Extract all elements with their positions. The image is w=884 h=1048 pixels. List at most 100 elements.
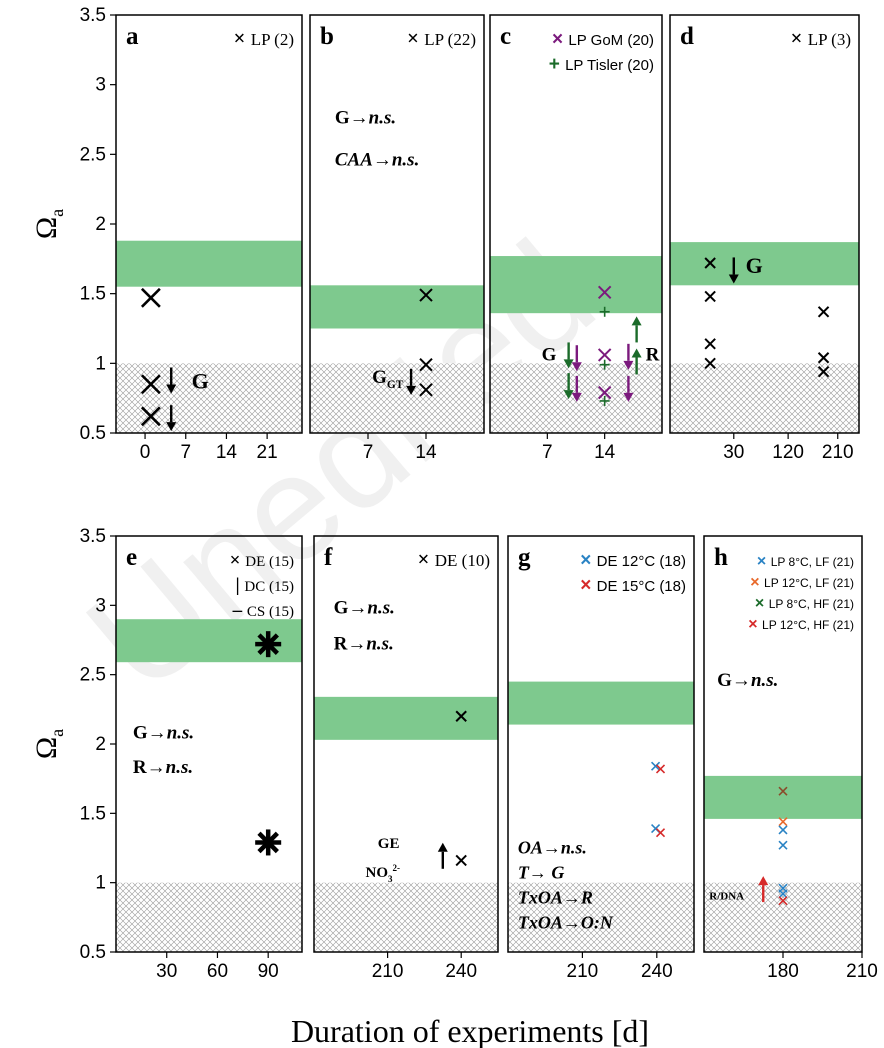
panel-f: 210 240 f × DE (10) G→n.s. R→n.s. GE NO32-: [313, 535, 499, 982]
trend-arrow: [571, 345, 582, 372]
data-point: [650, 761, 661, 771]
data-point: [419, 383, 433, 397]
x-tick-label: 14: [415, 442, 437, 463]
panel-letter: f: [324, 544, 333, 571]
x-tick-label: 7: [363, 442, 374, 463]
panel-frame: [669, 14, 860, 434]
data-point: [419, 358, 433, 372]
annotation: CAA→n.s.: [335, 149, 419, 170]
trend-arrow: [166, 367, 177, 394]
annotation: OA→n.s.: [518, 838, 587, 858]
annotation: R: [646, 345, 660, 366]
y-tick-label: 0.5: [80, 423, 106, 444]
x-tick-label: 7: [542, 442, 553, 463]
x-tick-label: 30: [723, 442, 744, 463]
panel-e: 30 60 90 e × DE (15) | DC (15) – CS (15) G→n.s.…: [115, 535, 303, 982]
data-point: [817, 352, 830, 364]
saturation-band: [704, 775, 862, 819]
annotation: G→n.s.: [334, 598, 395, 619]
legend-entry: × DE (10): [418, 547, 490, 571]
x-tick-label: 210: [372, 961, 404, 982]
legend-entry: × LP (3): [791, 26, 852, 50]
y-tick-label: 3: [95, 595, 106, 616]
data-point: [599, 359, 610, 370]
data-point: [778, 896, 788, 906]
annotation: TxOA→O:N: [518, 912, 614, 932]
panel-frame: [115, 14, 303, 434]
legend-entry: + LP Tisler (20): [549, 54, 654, 75]
data-point: [597, 385, 612, 400]
annotation: G→n.s.: [335, 108, 396, 129]
trend-arrow: [563, 342, 574, 369]
data-point: [704, 290, 716, 303]
panel-letter: h: [714, 544, 728, 571]
data-point: [778, 825, 788, 835]
trend-arrow: [571, 375, 582, 402]
saturation-band: [314, 696, 498, 740]
y-tick-label: 3.5: [80, 5, 106, 26]
data-point: [597, 285, 612, 299]
data-point: [778, 889, 788, 899]
x-tick-label: 210: [567, 961, 599, 982]
data-point: [140, 374, 161, 395]
y-tick-label: 2.5: [80, 144, 106, 165]
saturation-band: [670, 242, 859, 286]
x-tick-label: 0: [140, 442, 151, 463]
y-tick-label: 3.5: [80, 526, 106, 547]
data-point: [140, 287, 161, 308]
x-axis-label: Duration of experiments [d]: [291, 1013, 649, 1048]
y-tick-label: 2: [95, 214, 106, 235]
x-tick-label: 180: [767, 961, 799, 982]
x-tick-label: 240: [445, 961, 477, 982]
legend-entry: × LP 8°C, LF (21): [757, 553, 854, 570]
data-point: [255, 631, 282, 658]
trend-arrow: [623, 343, 634, 370]
legend-entry: × LP 12°C, LF (21): [750, 574, 854, 591]
x-tick-label: 21: [257, 442, 278, 463]
annotation: G: [542, 345, 557, 366]
hatch-region: [310, 363, 484, 433]
panel-letter: e: [126, 544, 137, 571]
trend-arrow: [437, 842, 448, 869]
data-point: [704, 257, 716, 269]
data-point: [778, 786, 788, 796]
panel-g: 210 240 g × DE 12°C (18) × DE 15°C (18) OA→n.…: [507, 535, 695, 982]
x-tick-label: 14: [216, 442, 238, 463]
annotation: R/DNA: [709, 890, 744, 902]
legend-entry: × DE 15°C (18): [580, 575, 686, 596]
data-point: [455, 854, 467, 867]
y-axis-label-bottom: Ωa: [30, 729, 67, 759]
trend-arrow: [758, 876, 769, 903]
legend-entry: × DE (15): [230, 550, 294, 571]
trend-arrow: [623, 375, 634, 402]
trend-arrow: [631, 316, 642, 343]
data-point: [817, 365, 830, 378]
legend-entry: × LP (22): [407, 26, 476, 50]
y-axis-label-top: Ωa: [30, 209, 67, 239]
hatch-region: [508, 882, 694, 952]
trend-arrow: [166, 405, 177, 432]
x-tick-label: 240: [641, 961, 673, 982]
y-tick-label: 1.5: [80, 284, 106, 305]
panel-b: 7 14 b × LP (22) G→n.s. CAA→n.s. GGT: [309, 14, 485, 463]
data-point: [655, 828, 666, 838]
hatch-region: [116, 882, 302, 952]
data-point: [455, 710, 467, 722]
y-tick-label: 0.5: [80, 942, 106, 963]
data-point: [419, 288, 433, 302]
data-point: [140, 406, 161, 427]
annotation: G→n.s.: [133, 722, 194, 743]
data-point: [597, 348, 612, 362]
x-tick-label: 210: [822, 442, 854, 463]
data-point: [778, 817, 788, 827]
y-tick-label: 2: [95, 734, 106, 755]
panel-a: 0 7 14 21 a × LP (2) G: [115, 14, 303, 463]
annotation: R→n.s.: [334, 634, 394, 655]
legend-entry: – CS (15): [232, 600, 294, 621]
annotation: NO32-: [366, 863, 401, 884]
trend-arrow: [406, 368, 417, 395]
hatch-region: [670, 363, 859, 433]
panel-letter: d: [680, 23, 694, 50]
data-point: [704, 338, 716, 350]
